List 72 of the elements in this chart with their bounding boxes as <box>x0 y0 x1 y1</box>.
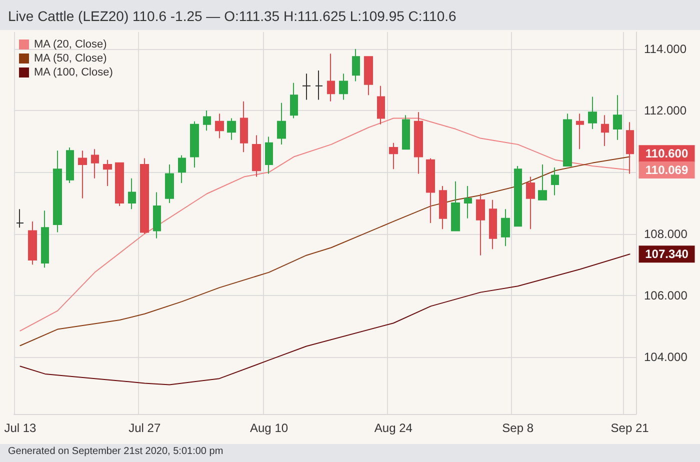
candlestick <box>402 114 410 150</box>
legend-label: MA (100, Close) <box>34 66 113 78</box>
x-tick-label: Sep 21 <box>610 421 650 435</box>
candlestick <box>190 120 199 168</box>
y-tick-label: 112.000 <box>644 104 687 118</box>
candlestick <box>203 110 211 132</box>
candlestick <box>451 180 460 232</box>
candlestick <box>626 122 634 174</box>
candlestick <box>426 158 435 224</box>
candlestick <box>215 113 224 139</box>
candlestick <box>315 70 323 100</box>
candlestick <box>140 158 149 234</box>
line-series <box>20 254 630 386</box>
candlestick <box>339 73 348 100</box>
y-tick-label: 108.000 <box>644 226 688 241</box>
candlestick <box>377 85 385 125</box>
y-tick-label: 104.000 <box>644 350 688 364</box>
x-tick-label: Jul 27 <box>128 421 161 435</box>
candlestick <box>414 112 423 174</box>
candlestick <box>153 192 161 239</box>
data-label: 110.069 <box>645 163 688 178</box>
candlestick <box>352 48 360 82</box>
candlestick <box>563 113 572 167</box>
legend-label: MA (50, Close) <box>34 52 107 64</box>
candlestick <box>364 56 373 96</box>
x-tick-label: Jul 13 <box>4 421 37 435</box>
candlestick <box>28 220 37 266</box>
candlestick <box>252 134 261 178</box>
candlestick <box>576 113 584 150</box>
data-label: 107.340 <box>645 247 689 262</box>
candlestick <box>290 82 298 119</box>
candlestick <box>501 208 510 247</box>
candlestick <box>613 94 622 140</box>
candlestick <box>514 166 522 227</box>
candlestick <box>601 114 609 146</box>
candlestick <box>103 159 112 187</box>
line-series <box>20 118 630 332</box>
candlestick <box>91 148 99 179</box>
chart-title: Live Cattle (LEZ20) 110.6 -1.25 — O:111.35 H:111.625 L:109.95 C:110.6 <box>8 8 456 24</box>
x-tick-label: Aug 10 <box>250 421 288 435</box>
candlestick <box>327 53 335 102</box>
candlestick <box>227 118 236 140</box>
candlestick <box>476 193 485 256</box>
text: Generated on September 21st 2020, 5:01:00 pm <box>8 446 224 457</box>
candlestick <box>489 199 497 250</box>
candlestick <box>277 102 286 145</box>
x-tick-label: Sep 8 <box>502 421 534 435</box>
candlestick <box>178 154 186 184</box>
candlestick <box>389 142 398 170</box>
x-tick-label: Aug 24 <box>374 421 413 435</box>
y-tick-label: 106.000 <box>644 288 688 302</box>
legend-label: MA (20, Close) <box>34 38 107 50</box>
candlestick <box>551 167 559 196</box>
text: 110.600 <box>645 146 688 161</box>
candlestick <box>464 186 472 219</box>
candlestick <box>128 178 136 210</box>
candlestick <box>165 164 174 204</box>
candlestick <box>538 164 547 200</box>
candlestick <box>588 96 597 130</box>
candlestick <box>439 186 447 230</box>
candlestick <box>526 176 535 230</box>
candlestick <box>41 210 49 268</box>
candlestick <box>115 162 124 207</box>
candlestick <box>16 208 24 228</box>
y-tick-label: 114.000 <box>644 42 687 56</box>
line-series <box>20 156 630 346</box>
candlestick <box>240 100 248 153</box>
candlestick <box>265 136 273 174</box>
candlestick <box>53 150 62 233</box>
candlestick <box>78 150 87 199</box>
candlestick <box>302 73 311 100</box>
candlestick <box>66 147 74 184</box>
